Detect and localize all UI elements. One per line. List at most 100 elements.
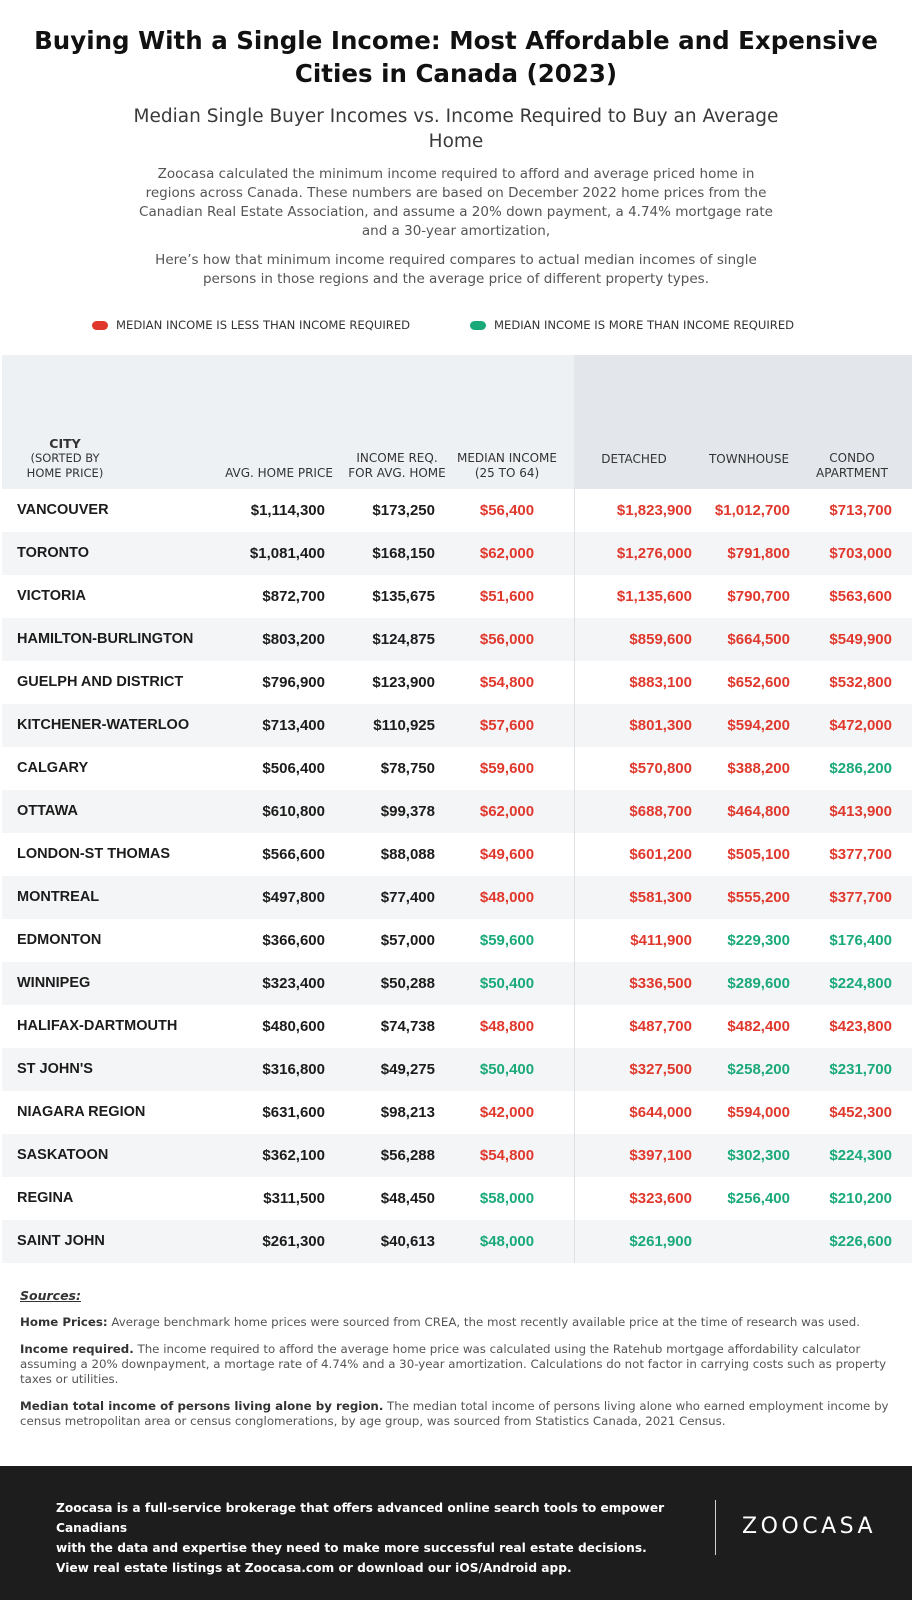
- cell-income-required: $168,150: [372, 545, 435, 562]
- intro-paragraph-1: Zoocasa calculated the minimum income re…: [139, 166, 773, 239]
- cell-detached: $261,900: [629, 1233, 692, 1250]
- table-row: LONDON-ST THOMAS $566,600 $88,088 $49,600 $6…: [2, 833, 912, 876]
- table-header: CITY (SORTED BY HOME PRICE) AVG. HOME PR…: [2, 355, 912, 489]
- table-row: VANCOUVER $1,114,300 $173,250 $56,400 $1,823…: [2, 489, 912, 532]
- intro-paragraph-2: Here’s how that minimum income required …: [155, 252, 757, 287]
- header-median-income: MEDIAN INCOME (25 TO 64): [457, 451, 557, 480]
- table-row: NIAGARA REGION $631,600 $98,213 $42,000 $644…: [2, 1091, 912, 1134]
- cell-condo-apartment: $210,200: [829, 1190, 892, 1207]
- source-income-required-text: The income required to afford the averag…: [20, 1342, 887, 1386]
- cell-townhouse: $505,100: [727, 846, 790, 863]
- cell-detached: $1,823,900: [616, 502, 692, 519]
- table-row: HALIFAX-DARTMOUTH $480,600 $74,738 $48,800 $…: [2, 1005, 912, 1048]
- cell-avg-home-price: $311,500: [263, 1190, 325, 1207]
- cell-median-income: $54,800: [479, 1147, 535, 1164]
- cell-avg-home-price: $261,300: [262, 1233, 325, 1250]
- cell-median-income: $58,000: [479, 1190, 535, 1207]
- cell-city: HAMILTON-BURLINGTON: [17, 631, 194, 647]
- cell-avg-home-price: $796,900: [262, 674, 325, 691]
- cell-detached: $1,135,600: [616, 588, 692, 605]
- cell-median-income: $56,000: [479, 631, 535, 648]
- cell-townhouse: $258,200: [727, 1061, 790, 1078]
- table-row: SASKATOON $362,100 $56,288 $54,800 $397,100 $…: [2, 1134, 912, 1177]
- cell-townhouse: $555,200: [727, 889, 790, 906]
- table-body: VANCOUVER $1,114,300 $173,250 $56,400 $1,823…: [2, 489, 912, 1263]
- cell-city: OTTAWA: [17, 803, 78, 819]
- cell-city: CALGARY: [17, 760, 89, 776]
- cell-income-required: $78,750: [380, 760, 435, 777]
- legend-less: MEDIAN INCOME IS LESS THAN INCOME REQUIR…: [92, 317, 410, 333]
- table-row: KITCHENER-WATERLOO $713,400 $110,925 $57,60…: [2, 704, 912, 747]
- cell-city: HALIFAX-DARTMOUTH: [17, 1018, 178, 1034]
- cell-condo-apartment: $231,700: [829, 1061, 892, 1078]
- cell-townhouse: $594,000: [727, 1104, 790, 1121]
- cell-city: GUELPH AND DISTRICT: [17, 674, 184, 690]
- cell-income-required: $123,900: [372, 674, 435, 691]
- header-avg-home-price: AVG. HOME PRICE: [225, 466, 333, 480]
- cell-condo-apartment: $703,000: [829, 545, 892, 562]
- cell-city: NIAGARA REGION: [17, 1104, 146, 1120]
- cell-avg-home-price: $803,200: [262, 631, 325, 648]
- cell-city: VICTORIA: [17, 588, 87, 604]
- cell-avg-home-price: $323,400: [262, 975, 325, 992]
- cell-detached: $601,200: [629, 846, 692, 863]
- cell-median-income: $48,800: [479, 1018, 535, 1035]
- cell-detached: $801,300: [629, 717, 692, 734]
- cell-city: VANCOUVER: [17, 502, 109, 518]
- cell-median-income: $48,000: [479, 889, 535, 906]
- cell-city: TORONTO: [17, 545, 89, 561]
- cell-avg-home-price: $1,114,300: [250, 502, 325, 519]
- cell-avg-home-price: $497,800: [262, 889, 325, 906]
- cell-condo-apartment: $224,300: [829, 1147, 892, 1164]
- cell-city: WINNIPEG: [17, 975, 91, 991]
- table-row: GUELPH AND DISTRICT $796,900 $123,900 $54,8…: [2, 661, 912, 704]
- cell-median-income: $50,400: [479, 975, 535, 992]
- legend-less-label: MEDIAN INCOME IS LESS THAN INCOME REQUIR…: [116, 318, 411, 332]
- source-income-required: Income required. The income required to …: [20, 1342, 892, 1387]
- cell-townhouse: $229,300: [727, 932, 790, 949]
- cell-city: LONDON-ST THOMAS: [17, 846, 171, 862]
- cell-median-income: $49,600: [479, 846, 535, 863]
- legend-red-dot-icon: [92, 320, 108, 330]
- cell-detached: $327,500: [629, 1061, 692, 1078]
- cell-condo-apartment: $286,200: [829, 760, 892, 777]
- page-subtitle: Median Single Buyer Incomes vs. Income R…: [133, 106, 779, 152]
- cell-townhouse: $791,800: [727, 545, 790, 562]
- cell-median-income: $48,000: [479, 1233, 535, 1250]
- source-median-text: The median total income of persons livin…: [20, 1399, 889, 1428]
- cell-income-required: $40,613: [380, 1233, 435, 1250]
- cell-city: EDMONTON: [17, 932, 102, 948]
- cell-median-income: $56,400: [479, 502, 535, 519]
- cell-condo-apartment: $452,300: [829, 1104, 892, 1121]
- cell-townhouse: $302,300: [727, 1147, 790, 1164]
- cell-avg-home-price: $610,800: [262, 803, 325, 820]
- cell-townhouse: $652,600: [727, 674, 790, 691]
- cell-income-required: $56,288: [380, 1147, 435, 1164]
- footer-line-2: with the data and expertise they need to…: [56, 1541, 647, 1555]
- cell-detached: $397,100: [629, 1147, 692, 1164]
- cell-median-income: $42,000: [479, 1104, 535, 1121]
- source-home-prices: Home Prices: Average benchmark home pric…: [20, 1315, 892, 1330]
- source-home-prices-label: Home Prices:: [20, 1315, 108, 1329]
- footer-line-3: View real estate listings at Zoocasa.com…: [56, 1561, 572, 1575]
- cell-income-required: $110,925: [373, 717, 435, 734]
- cell-townhouse: $790,700: [727, 588, 790, 605]
- cell-income-required: $88,088: [380, 846, 435, 863]
- cell-avg-home-price: $566,600: [262, 846, 325, 863]
- cell-condo-apartment: $713,700: [829, 502, 892, 519]
- header-city: CITY (SORTED BY HOME PRICE): [20, 436, 110, 481]
- cell-detached: $883,100: [629, 674, 692, 691]
- cell-condo-apartment: $413,900: [829, 803, 892, 820]
- sources-heading: Sources:: [20, 1288, 81, 1303]
- cell-income-required: $74,738: [380, 1018, 435, 1035]
- source-home-prices-text: Average benchmark home prices were sourc…: [107, 1315, 860, 1329]
- header-detached: DETACHED: [601, 452, 667, 466]
- cell-detached: $487,700: [629, 1018, 692, 1035]
- cell-detached: $644,000: [629, 1104, 692, 1121]
- cell-city: ST JOHN'S: [17, 1061, 93, 1077]
- cell-detached: $336,500: [629, 975, 692, 992]
- zoocasa-logo: ZOOCASA: [742, 1514, 877, 1539]
- cell-detached: $859,600: [629, 631, 692, 648]
- cell-income-required: $98,213: [380, 1104, 435, 1121]
- header-city-title: CITY: [49, 436, 81, 451]
